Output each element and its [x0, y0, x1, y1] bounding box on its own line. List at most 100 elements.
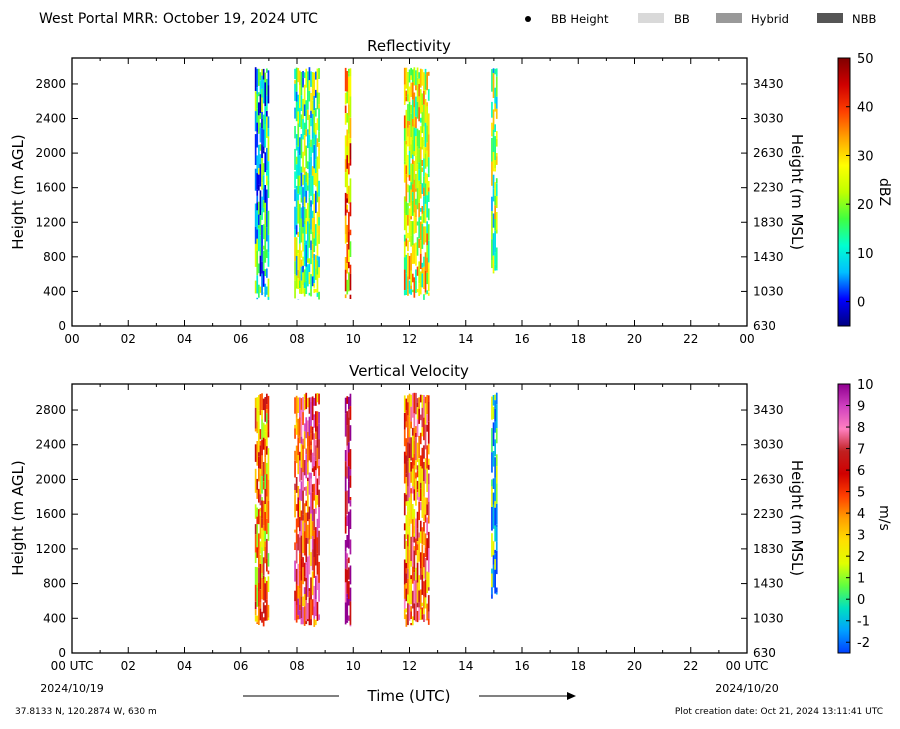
heatmap-cell [310, 176, 312, 196]
heatmap-cell [264, 284, 266, 297]
heatmap-cell [302, 257, 304, 262]
heatmap-cell [422, 263, 424, 268]
heatmap-cell [425, 123, 427, 147]
heatmap-cell [414, 161, 416, 179]
x-tick-label: 22 [683, 659, 698, 673]
heatmap-cell [255, 567, 257, 585]
heatmap-cell [302, 412, 304, 425]
heatmap-cell [261, 274, 263, 295]
heatmap-cell [309, 597, 311, 615]
heatmap-cell [406, 422, 408, 428]
heatmap-cell [417, 407, 419, 419]
heatmap-cell [491, 479, 493, 486]
heatmap-cell [423, 614, 425, 622]
heatmap-cell [294, 80, 296, 84]
x-tick-label: 00 UTC [51, 659, 94, 673]
heatmap-cell [299, 531, 301, 537]
heatmap-cell [312, 521, 314, 536]
heatmap-cell [412, 184, 414, 192]
heatmap-cell [299, 281, 301, 289]
heatmap-cell [494, 196, 496, 206]
heatmap-cell [256, 524, 258, 547]
heatmap-cell [302, 397, 304, 412]
heatmap-cell [406, 255, 408, 273]
heatmap-cell [256, 109, 258, 123]
heatmap-cell [255, 524, 257, 534]
heatmap-cell [417, 541, 419, 544]
y-tick-label-right: 1030 [753, 284, 784, 298]
heatmap-cell [348, 77, 350, 94]
y-tick-label-right: 2630 [753, 472, 784, 486]
heatmap-cell [422, 224, 424, 249]
heatmap-cell [423, 597, 425, 609]
y-tick-label-right: 3430 [753, 77, 784, 91]
heatmap-cell [426, 195, 428, 217]
heatmap-cell [425, 620, 427, 621]
heatmap-cell [422, 93, 424, 105]
heatmap-cell [310, 426, 312, 434]
heatmap-cell [496, 483, 498, 503]
heatmap-cell [264, 531, 266, 541]
heatmap-cell [414, 546, 416, 550]
heatmap-cell [299, 244, 301, 247]
heatmap-cell [256, 490, 258, 499]
heatmap-cell [422, 567, 424, 575]
heatmap-cell [425, 69, 427, 74]
heatmap-cell [412, 542, 414, 566]
heatmap-cell [414, 277, 416, 297]
heatmap-cell [426, 290, 428, 294]
heatmap-cell [268, 618, 270, 621]
colorbar-tick-label: 0 [857, 296, 865, 311]
heatmap-cell [346, 205, 348, 210]
y-tick-label: 2400 [35, 112, 66, 126]
heatmap-cell [346, 71, 348, 92]
heatmap-cell [428, 532, 430, 548]
heatmap-cell [422, 69, 424, 85]
heatmap-cell [307, 203, 309, 221]
heatmap-cell [414, 93, 416, 108]
vertical-velocity-y-label-right: Height (m MSL) [788, 460, 806, 576]
heatmap-cell [255, 609, 257, 615]
heatmap-cell [410, 537, 412, 561]
heatmap-cell [410, 253, 412, 271]
heatmap-cell [302, 77, 304, 87]
heatmap-cell [299, 553, 301, 570]
heatmap-cell [261, 455, 263, 464]
heatmap-cell [297, 517, 299, 527]
y-tick-label: 1600 [35, 507, 66, 521]
heatmap-cell [302, 607, 304, 624]
heatmap-cell [318, 181, 320, 197]
heatmap-cell [348, 250, 350, 262]
colorbar-tick-label: 4 [857, 507, 865, 522]
heatmap-cell [494, 559, 496, 570]
heatmap-cell [310, 441, 312, 445]
x-tick-label: 12 [402, 332, 417, 346]
heatmap-cell [302, 272, 304, 285]
heatmap-cell [261, 573, 263, 578]
heatmap-cell [261, 119, 263, 128]
heatmap-cell [255, 504, 257, 519]
heatmap-cell [414, 440, 416, 453]
heatmap-cell [410, 612, 412, 620]
heatmap-cell [426, 233, 428, 245]
heatmap-cell [255, 134, 257, 154]
heatmap-cell [409, 437, 411, 443]
heatmap-cell [301, 114, 303, 128]
heatmap-cell [404, 584, 406, 599]
heatmap-cell [310, 140, 312, 147]
heatmap-cell [299, 570, 301, 588]
heatmap-cell [348, 73, 350, 77]
heatmap-cell [301, 511, 303, 521]
heatmap-cell [428, 587, 430, 591]
heatmap-cell [309, 588, 311, 591]
heatmap-cell [406, 202, 408, 216]
heatmap-cell [261, 519, 263, 528]
heatmap-cell [493, 493, 495, 505]
heatmap-cell [266, 111, 268, 117]
heatmap-cell [315, 495, 317, 508]
heatmap-cell [268, 128, 270, 136]
heatmap-cell [317, 393, 319, 402]
heatmap-cell [494, 409, 496, 422]
heatmap-cell [346, 244, 348, 263]
heatmap-cell [409, 473, 411, 498]
